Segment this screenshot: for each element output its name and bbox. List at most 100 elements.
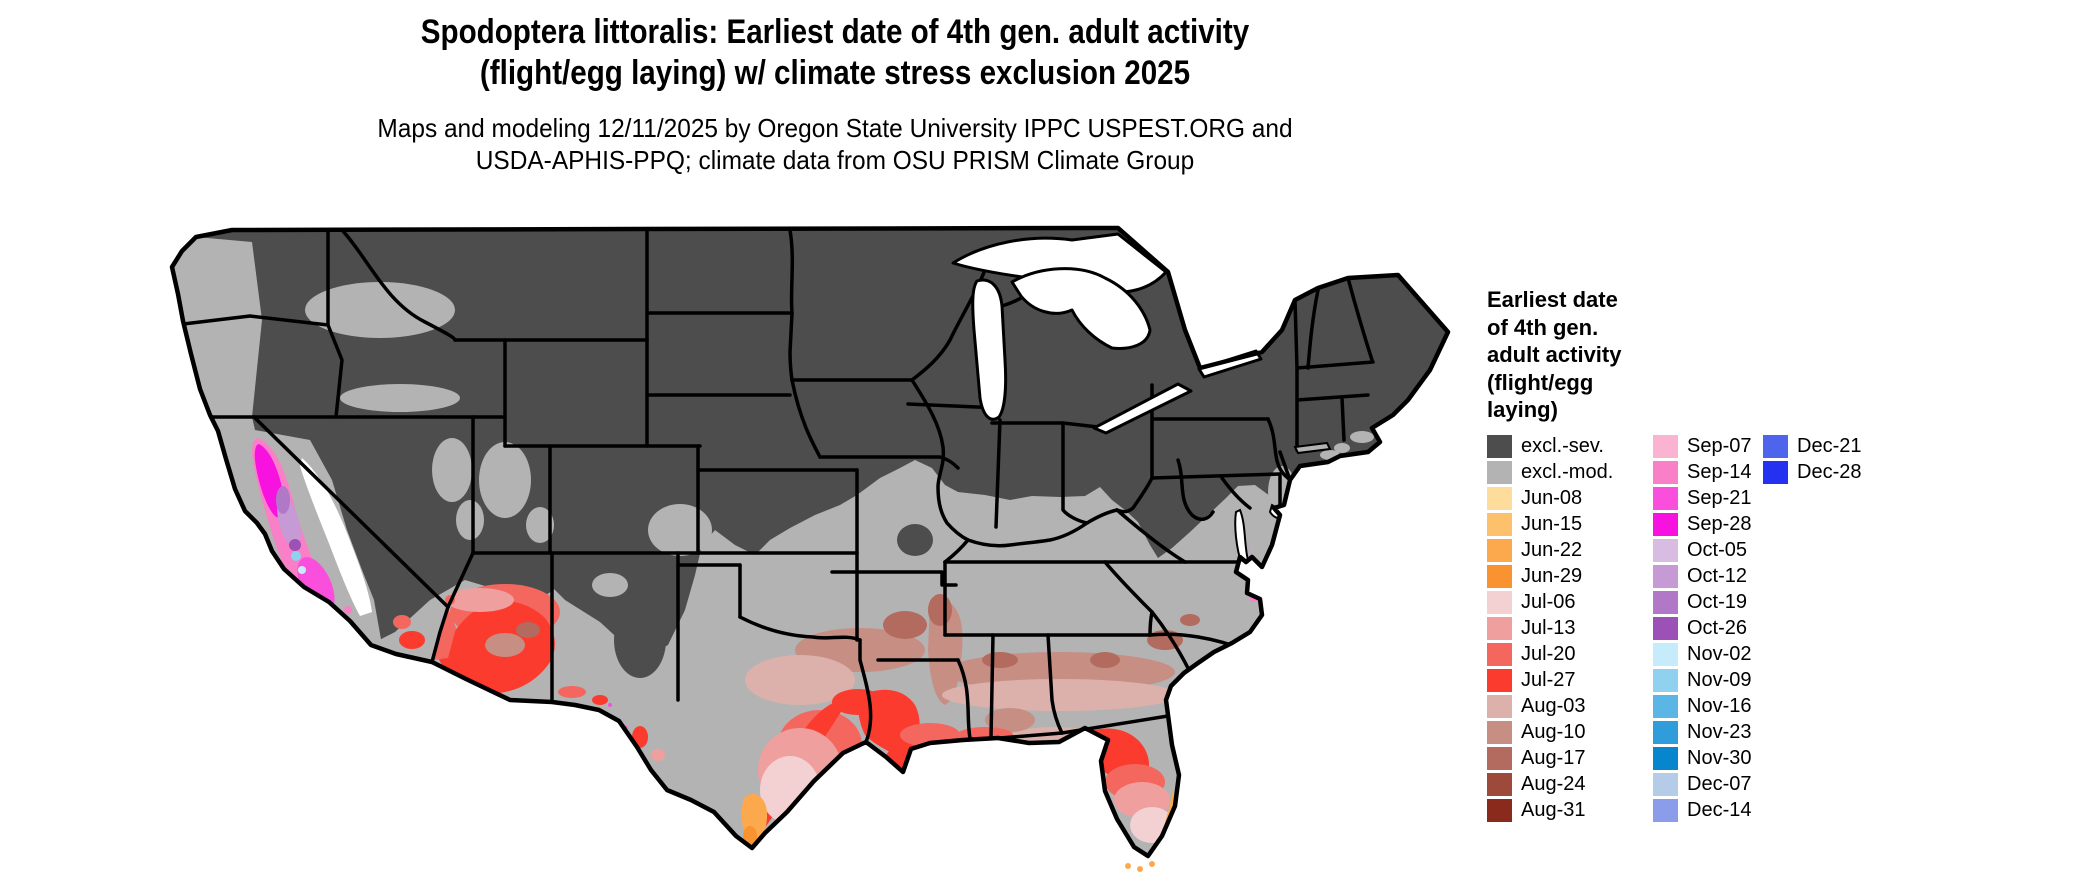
legend-row: Nov-09 xyxy=(1653,667,1752,693)
legend-label: Aug-03 xyxy=(1521,694,1586,717)
legend-label: Jun-29 xyxy=(1521,564,1583,587)
great-lakes xyxy=(951,232,1263,435)
legend-label: Oct-12 xyxy=(1687,564,1748,587)
legend-swatch xyxy=(1487,694,1512,718)
lake-erie xyxy=(1092,382,1193,435)
legend-label: Sep-21 xyxy=(1687,486,1752,509)
legend-swatch xyxy=(1487,564,1512,588)
legend-swatch xyxy=(1487,590,1512,614)
legend-swatch xyxy=(1653,642,1678,666)
legend-row: Dec-14 xyxy=(1653,797,1752,823)
figure-subtitle: Maps and modeling 12/11/2025 by Oregon S… xyxy=(205,112,1465,176)
legend-row: Aug-10 xyxy=(1487,719,1613,745)
legend-label: Jul-06 xyxy=(1521,590,1576,613)
florida-keys xyxy=(1125,861,1155,872)
legend-swatch xyxy=(1763,460,1788,484)
legend-row: Nov-30 xyxy=(1653,745,1752,771)
legend-swatch xyxy=(1653,720,1678,744)
legend-title-line: Earliest date xyxy=(1487,287,1618,312)
legend-column-2: Sep-07 Sep-14 Sep-21 Sep-28 Oct-05 Oct-12 Oct-… xyxy=(1653,433,1752,823)
legend-label: excl.-mod. xyxy=(1521,460,1614,483)
legend-label: Oct-26 xyxy=(1687,616,1748,639)
title-line-2: (flight/egg laying) w/ climate stress ex… xyxy=(479,54,1191,92)
legend-row: Oct-19 xyxy=(1653,589,1752,615)
subtitle-line-1: Maps and modeling 12/11/2025 by Oregon S… xyxy=(377,113,1293,143)
legend-swatch xyxy=(1653,668,1678,692)
legend-swatch xyxy=(1653,616,1678,640)
legend-row: Aug-31 xyxy=(1487,797,1613,823)
legend-row: Sep-28 xyxy=(1653,511,1752,537)
legend-row: Jul-27 xyxy=(1487,667,1613,693)
legend-swatch xyxy=(1653,746,1678,770)
legend-label: Dec-14 xyxy=(1687,798,1752,821)
legend-row: Nov-16 xyxy=(1653,693,1752,719)
legend-swatch xyxy=(1487,434,1512,458)
legend-row: Dec-07 xyxy=(1653,771,1752,797)
legend-swatch xyxy=(1653,590,1678,614)
legend-label: Sep-14 xyxy=(1687,460,1752,483)
legend-label: Dec-07 xyxy=(1687,772,1752,795)
legend-swatch xyxy=(1653,694,1678,718)
legend-label: Nov-02 xyxy=(1687,642,1752,665)
legend-row: excl.-mod. xyxy=(1487,459,1613,485)
legend-title-line: laying) xyxy=(1487,397,1558,422)
legend-column-3: Dec-21 Dec-28 xyxy=(1763,433,1861,485)
legend-row: Sep-21 xyxy=(1653,485,1752,511)
legend-row: Oct-26 xyxy=(1653,615,1752,641)
legend-row: Jun-08 xyxy=(1487,485,1613,511)
legend-label: Nov-23 xyxy=(1687,720,1752,743)
legend-swatch xyxy=(1487,642,1512,666)
legend-label: Aug-24 xyxy=(1521,772,1586,795)
legend-label: Sep-07 xyxy=(1687,434,1752,457)
legend-row: Nov-02 xyxy=(1653,641,1752,667)
legend-row: Jun-29 xyxy=(1487,563,1613,589)
legend-swatch xyxy=(1487,746,1512,770)
legend-swatch xyxy=(1653,538,1678,562)
map-legend: Earliest date of 4th gen. adult activity… xyxy=(1487,286,1907,822)
legend-row: Jul-20 xyxy=(1487,641,1613,667)
legend-label: Jul-20 xyxy=(1521,642,1576,665)
legend-label: Dec-21 xyxy=(1797,434,1862,457)
figure-title: Spodoptera littoralis: Earliest date of … xyxy=(252,12,1418,94)
legend-title-line: of 4th gen. xyxy=(1487,314,1599,340)
figure-header: Spodoptera littoralis: Earliest date of … xyxy=(165,12,1505,94)
legend-label: Aug-10 xyxy=(1521,720,1586,743)
legend-label: Jul-27 xyxy=(1521,668,1576,691)
legend-swatch xyxy=(1763,434,1788,458)
legend-swatch xyxy=(1487,512,1512,536)
legend-title: Earliest date of 4th gen. adult activity… xyxy=(1487,286,1907,424)
legend-swatch xyxy=(1487,798,1512,822)
legend-row: excl.-sev. xyxy=(1487,433,1613,459)
legend-row: Dec-21 xyxy=(1763,433,1861,459)
subtitle-line-2: USDA-APHIS-PPQ; climate data from OSU PR… xyxy=(475,145,1195,175)
legend-row: Jul-06 xyxy=(1487,589,1613,615)
legend-swatch xyxy=(1487,486,1512,510)
legend-label: Dec-28 xyxy=(1797,460,1862,483)
legend-column-1: excl.-sev. excl.-mod. Jun-08 Jun-15 Jun-22 Ju… xyxy=(1487,433,1613,823)
us-outline-stroke xyxy=(169,225,1451,859)
legend-swatch xyxy=(1653,512,1678,536)
long-island xyxy=(1293,441,1332,455)
legend-row: Dec-28 xyxy=(1763,459,1861,485)
legend-swatch xyxy=(1653,772,1678,796)
legend-title-line: adult activity xyxy=(1487,342,1622,367)
legend-row: Sep-14 xyxy=(1653,459,1752,485)
legend-row: Oct-12 xyxy=(1653,563,1752,589)
legend-swatch xyxy=(1487,538,1512,562)
legend-label: Aug-31 xyxy=(1521,798,1586,821)
legend-label: Nov-30 xyxy=(1687,746,1752,769)
legend-label: Oct-05 xyxy=(1687,538,1748,561)
lake-huron xyxy=(1010,267,1152,350)
legend-row: Jul-13 xyxy=(1487,615,1613,641)
legend-row: Oct-05 xyxy=(1653,537,1752,563)
legend-label: Oct-19 xyxy=(1687,590,1748,613)
legend-row: Nov-23 xyxy=(1653,719,1752,745)
legend-row: Jun-22 xyxy=(1487,537,1613,563)
legend-swatch xyxy=(1653,564,1678,588)
legend-swatch xyxy=(1653,798,1678,822)
legend-row: Aug-24 xyxy=(1487,771,1613,797)
legend-row: Sep-07 xyxy=(1653,433,1752,459)
legend-swatch xyxy=(1653,460,1678,484)
legend-row: Jun-15 xyxy=(1487,511,1613,537)
